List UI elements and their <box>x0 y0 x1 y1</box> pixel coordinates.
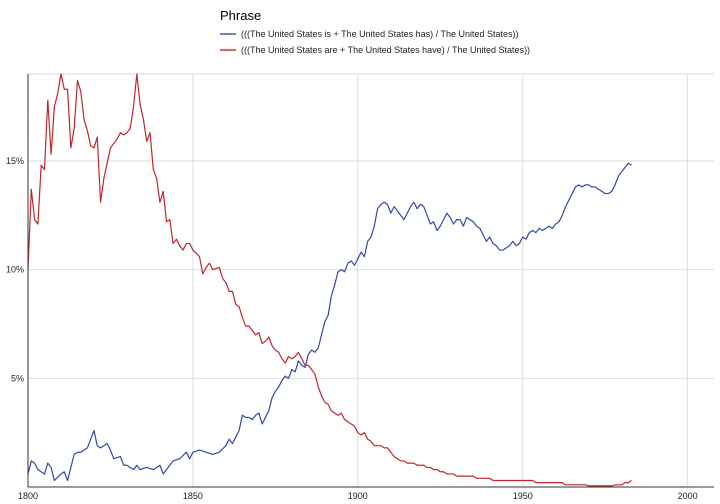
x-tick-label-2000: 2000 <box>678 491 698 501</box>
x-tick-label-1800: 1800 <box>18 491 38 501</box>
x-axis-ticks: 1800 1850 1900 1950 2000 <box>18 491 698 501</box>
x-tick-label-1850: 1850 <box>183 491 203 501</box>
gridlines <box>28 73 714 487</box>
y-tick-label-5: 5% <box>11 373 24 383</box>
legend: Phrase (((The United States is + The Uni… <box>220 8 530 55</box>
legend-title: Phrase <box>220 8 261 23</box>
series-lines <box>27 73 632 487</box>
x-tick-label-1900: 1900 <box>348 491 368 501</box>
y-tick-label-10: 10% <box>6 265 24 275</box>
legend-label-series-2[interactable]: (((The United States are + The United St… <box>241 45 530 55</box>
y-axis-ticks: 5% 10% 15% <box>6 156 24 383</box>
series-line-1[interactable] <box>27 162 632 482</box>
legend-label-series-1[interactable]: (((The United States is + The United Sta… <box>241 29 519 39</box>
axes <box>27 74 714 488</box>
series-line-2[interactable] <box>27 73 632 487</box>
x-tick-label-1950: 1950 <box>513 491 533 501</box>
y-tick-label-15: 15% <box>6 156 24 166</box>
